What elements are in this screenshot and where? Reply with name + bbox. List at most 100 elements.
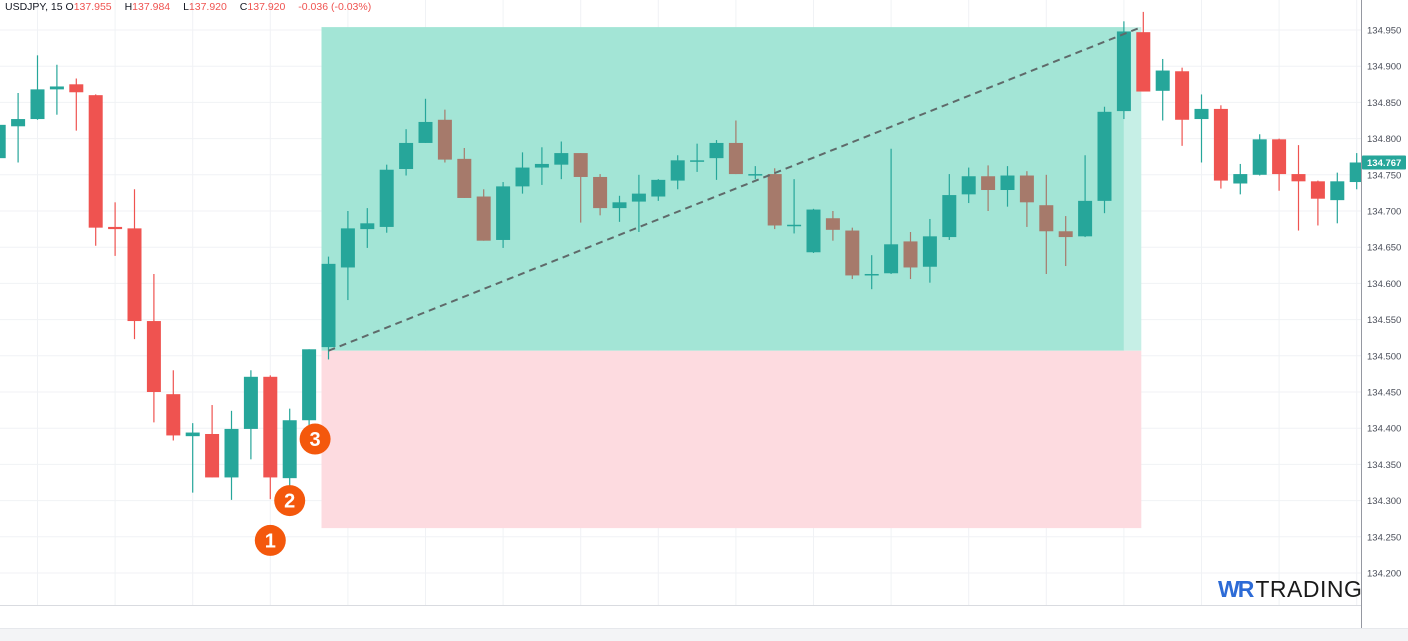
legend-low: L137.920 [183,1,227,13]
candle-body [1175,71,1190,120]
marker-label: 1 [265,530,276,552]
candle-body [1078,200,1093,237]
candle [845,227,860,280]
candle [418,98,433,143]
candle-body [88,95,103,228]
candle-body [922,236,937,267]
price-tick-label: 134.750 [1367,170,1401,181]
candle [1136,11,1151,92]
candle [30,55,45,120]
marker-2: 2 [274,485,306,517]
candle [282,408,297,490]
price-tick-label: 134.550 [1367,315,1401,326]
candle-body [1097,111,1112,201]
candle-body [806,209,821,253]
candle-body [593,176,608,209]
stop-zone [321,350,1142,529]
price-tick-label: 134.500 [1367,351,1401,362]
candle [1194,94,1209,163]
price-tick-label: 134.350 [1367,460,1401,471]
time-axis[interactable]: 11:00 12:00 13:00 14:00 15:00 16:00 17:00 18:00… [26,612,1369,623]
candle [651,179,666,201]
candle [263,375,278,500]
candle-body [69,84,84,93]
symbol-legend: USDJPY, 15 O137.955 H137.984 L137.920 C1… [5,1,376,13]
candle-body [360,223,375,230]
candle-body [30,89,45,120]
candle [767,168,782,230]
candle [515,152,530,194]
candle [476,189,491,241]
candle [1272,138,1287,191]
candle-body [263,376,278,478]
wr-trading-logo: WR TRADING [1218,576,1363,602]
price-tick-label: 134.300 [1367,496,1401,507]
price-tick-label: 134.400 [1367,424,1401,435]
price-tick-label: 134.250 [1367,532,1401,543]
candle [670,155,685,190]
price-tick-label: 134.900 [1367,62,1401,73]
candle [554,141,569,180]
candle-body [282,420,297,479]
candle-body [942,195,957,238]
candle-body [302,349,317,421]
candle [108,202,123,256]
time-tick-label: 11:00 [26,612,49,623]
marker-1: 1 [254,524,286,556]
candle [11,92,26,163]
candle [1233,163,1248,195]
time-tick-label: 01:00 [1112,612,1136,623]
candle-body [690,160,705,162]
symbol-name[interactable]: USDJPY, 15 [5,1,63,13]
price-tick-label: 134.200 [1367,569,1401,580]
candle [825,211,840,241]
candle-body [0,124,6,159]
candle [49,64,64,115]
candle [573,153,588,223]
time-tick-label: 12:00 [103,612,127,623]
time-tick-label: 19:00 [646,612,670,623]
price-tick-label: 134.650 [1367,243,1401,254]
candle-body [243,376,258,429]
legend-change: -0.036 (-0.03%) [298,1,372,13]
candle [1078,155,1093,238]
candle-body [981,176,996,191]
candle [1330,172,1345,224]
candle-body [108,226,123,230]
candle-body [612,202,627,209]
candle-body [961,176,976,195]
candle-body [321,263,336,348]
candle [612,195,627,222]
candle-body [884,244,899,274]
candle [340,211,355,301]
candle-body [534,163,549,168]
candle [69,78,84,131]
long-position-tool[interactable] [321,27,1142,529]
candle-body [418,121,433,143]
candle [166,370,181,441]
marker-circle [274,485,306,517]
time-tick-label: 03:00 [1267,612,1291,623]
price-axis[interactable]: 134.200 134.250 134.300 134.350 134.400 134.4… [1367,26,1401,580]
time-tick-label: 20 [1041,612,1052,623]
candle-body [573,153,588,177]
candle [631,174,646,232]
legend-close: C137.920 [239,1,286,13]
candle [981,165,996,211]
candle-body [515,167,530,187]
time-tick-label: 17:00 [491,612,515,623]
candle [1155,58,1170,121]
candle-body [1252,139,1267,175]
time-tick-label: 14:00 [258,612,282,623]
price-tick-label: 134.800 [1367,134,1401,145]
candle-body [1194,108,1209,120]
candle-body [1291,174,1306,182]
time-tick-label: 15:00 [336,612,360,623]
candle [806,208,821,253]
candle-body [728,142,743,175]
candle [321,256,336,360]
candle-body [1155,70,1170,91]
candle-body [146,321,161,392]
candle [205,405,220,478]
